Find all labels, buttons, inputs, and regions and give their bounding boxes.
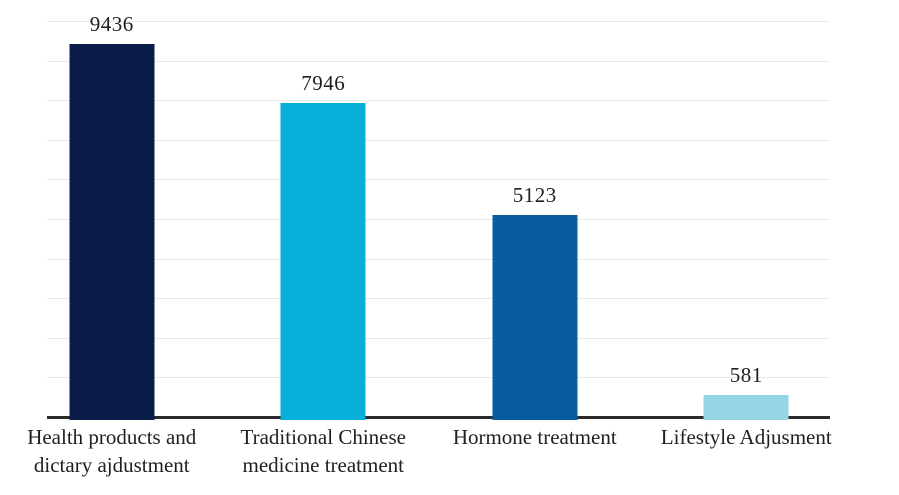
category-label: Hormone treatment: [452, 425, 617, 449]
x-axis-line: [47, 416, 830, 419]
category-label: Traditional Chinese medicine treatment: [240, 425, 406, 477]
category-label: Lifestyle Adjusment: [660, 425, 832, 449]
bar-value-label: 9436: [89, 12, 134, 37]
bar-column: 5123: [429, 22, 641, 420]
bar: [492, 215, 578, 420]
gridline: [47, 179, 830, 181]
category-label: Health products and dictary ajdustment: [27, 425, 197, 477]
gridline: [47, 258, 830, 260]
bar-value-label: 581: [729, 363, 763, 387]
bar: [69, 44, 155, 420]
bar-column: 581: [641, 22, 853, 420]
category-labels: Health products and dictary ajdustment Tr…: [6, 424, 852, 479]
bar-column: 7946: [218, 22, 430, 420]
gridline: [47, 219, 830, 220]
bar: [280, 103, 366, 420]
gridline: [47, 60, 830, 62]
gridline: [47, 100, 830, 102]
bar: [703, 395, 789, 420]
gridline: [47, 337, 830, 339]
gridline: [47, 21, 830, 22]
plot-area: [47, 21, 830, 419]
bar-value-label: 5123: [512, 183, 557, 208]
gridline: [47, 139, 830, 141]
bars-band: 9436 7946 5123 581: [6, 12, 853, 420]
gridline: [47, 377, 830, 379]
gridline: [47, 298, 830, 300]
bar-column: 9436: [6, 12, 218, 420]
bar-value-label: 7946: [301, 71, 346, 96]
